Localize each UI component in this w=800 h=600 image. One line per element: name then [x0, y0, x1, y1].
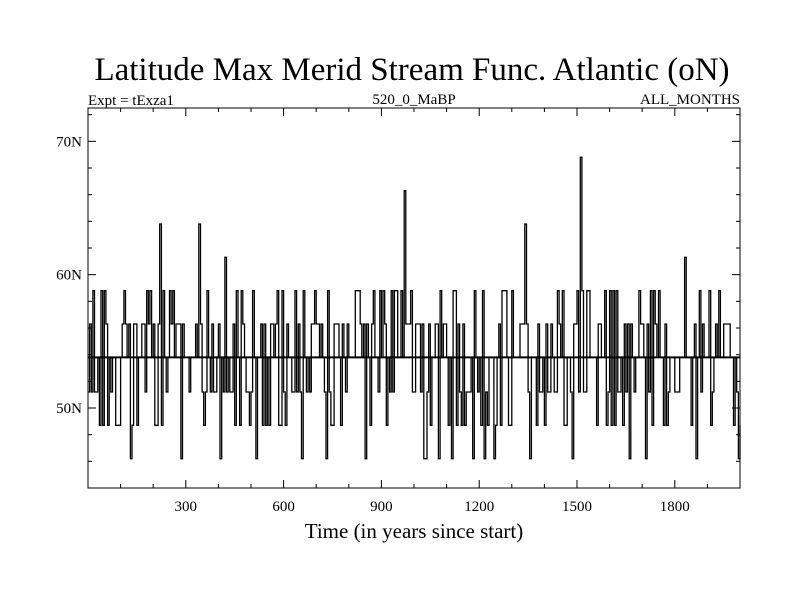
x-tick-label: 1200 [464, 499, 494, 515]
x-axis-label: Time (in years since start) [305, 519, 524, 543]
y-axis: 50N 60N 70N [56, 114, 740, 462]
subtitle-center: 520_0_MaBP [372, 92, 455, 108]
x-tick-label: 300 [175, 499, 198, 515]
y-tick-label: 50N [56, 401, 82, 417]
y-tick-label: 70N [56, 134, 82, 150]
x-axis: 300 600 900 1200 1500 1800 [87, 108, 741, 515]
plot-frame [87, 107, 741, 489]
series-layer [88, 156, 741, 460]
x-tick-label: 600 [272, 499, 295, 515]
y-tick-label: 60N [56, 268, 82, 284]
chart-title: Latitude Max Merid Stream Func. Atlantic… [94, 52, 729, 88]
subtitle-left: Expt = tExza1 [88, 93, 174, 109]
x-tick-label: 1800 [660, 499, 690, 515]
subtitle-right: ALL_MONTHS [640, 92, 740, 108]
x-tick-label: 1500 [562, 499, 592, 515]
series-line [88, 156, 741, 460]
x-tick-label: 900 [370, 499, 393, 515]
